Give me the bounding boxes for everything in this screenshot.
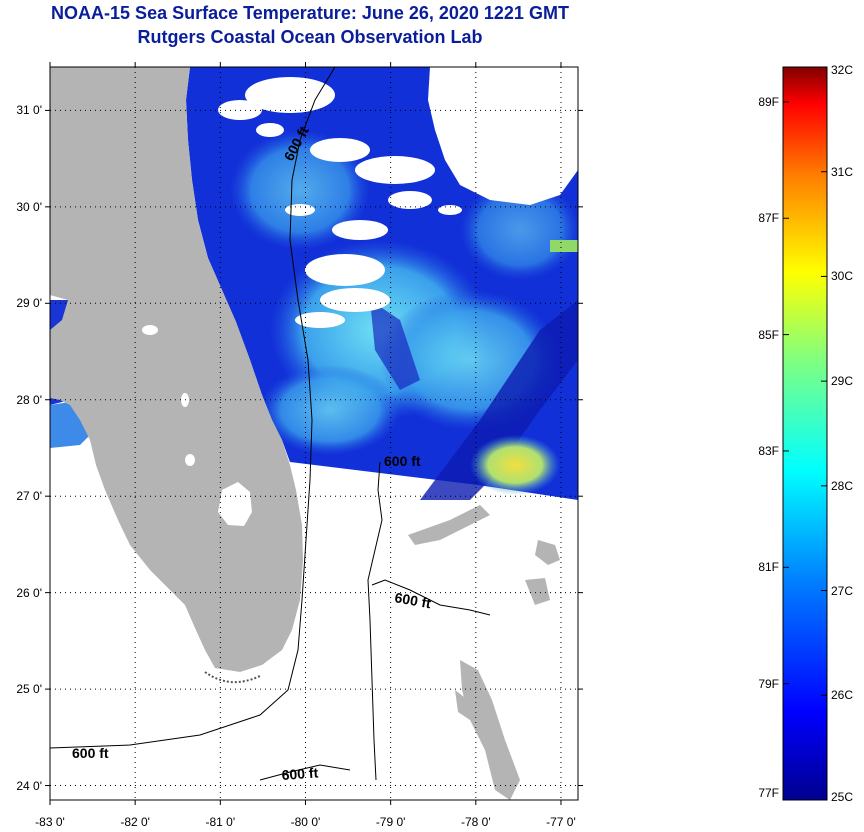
colorbar-label-celsius: 29C	[831, 374, 854, 389]
lat-tick-label: 31 0'	[16, 103, 42, 118]
lake-okeechobee	[218, 482, 252, 526]
colorbar-label-fahrenheit: 77F	[758, 786, 779, 800]
lat-tick-label: 27 0'	[16, 489, 42, 504]
colorbar-label-celsius: 31C	[831, 164, 854, 179]
colorbar-label-fahrenheit: 81F	[758, 560, 779, 575]
contour-label: 600 ft	[384, 453, 421, 469]
colorbar-label-fahrenheit: 79F	[758, 676, 779, 691]
map-frame	[49, 66, 579, 801]
contour-label: 600 ft	[393, 589, 432, 611]
colorbar-label-celsius: 32C	[831, 63, 854, 77]
lon-tick-label: -78 0'	[460, 815, 491, 829]
colorbar-label-celsius: 28C	[831, 478, 854, 493]
colorbar-label-celsius: 26C	[831, 688, 854, 703]
lon-tick-label: -80 0'	[290, 815, 321, 829]
isobath-contours	[50, 67, 491, 781]
colorbar-label-celsius: 30C	[831, 269, 854, 284]
lon-tick-label: -79 0'	[375, 815, 406, 829]
map-area: 600 ft 600 ft 600 ft 600 ft 600 ft	[50, 67, 578, 800]
lon-tick-label: -81 0'	[205, 815, 236, 829]
lat-tick-label: 24 0'	[16, 778, 42, 793]
map-title: NOAA-15 Sea Surface Temperature: June 26…	[51, 3, 569, 23]
lat-tick-label: 26 0'	[16, 585, 42, 600]
axis-ticks	[45, 62, 583, 805]
colorbar-label-fahrenheit: 87F	[758, 211, 779, 226]
colorbar-label-celsius: 25C	[831, 790, 854, 804]
colorbar-label-fahrenheit: 89F	[758, 94, 779, 109]
lon-tick-label: -83 0'	[35, 815, 65, 829]
colorbar-ticks	[783, 66, 827, 801]
lat-tick-label: 28 0'	[16, 392, 42, 407]
lat-tick-label: 25 0'	[16, 682, 42, 697]
colorbar-label-fahrenheit: 83F	[758, 443, 779, 458]
lat-tick-label: 30 0'	[16, 199, 42, 214]
lat-tick-label: 29 0'	[16, 296, 42, 311]
contour-label: 600 ft	[72, 745, 109, 761]
map-subtitle: Rutgers Coastal Ocean Observation Lab	[137, 27, 483, 47]
colorbar-label-celsius: 27C	[831, 583, 854, 598]
sst-data-region	[50, 67, 578, 500]
colorbar-label-fahrenheit: 85F	[758, 327, 779, 342]
contour-label: 600 ft	[281, 764, 319, 783]
bahamas-islands	[408, 505, 560, 800]
graticule	[50, 67, 578, 800]
lon-tick-label: -82 0'	[120, 815, 150, 829]
colorbar	[782, 66, 828, 801]
lon-tick-label: -77 0'	[546, 815, 576, 829]
